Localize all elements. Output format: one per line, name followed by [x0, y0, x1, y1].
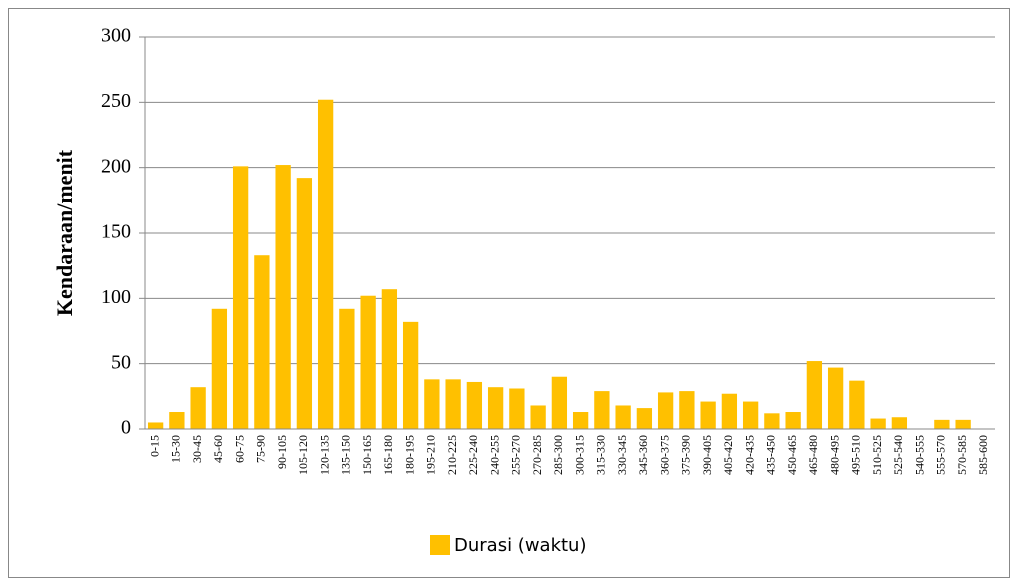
- y-tick-label: 200: [101, 155, 131, 177]
- bar: [551, 376, 568, 429]
- bar: [487, 387, 504, 429]
- legend-label: Durasi (waktu): [454, 535, 587, 556]
- bar: [679, 391, 695, 429]
- x-tick-label: 450-465: [785, 435, 799, 475]
- bar: [402, 321, 419, 429]
- y-tick-label: 300: [101, 25, 131, 47]
- bar: [955, 419, 971, 429]
- bar: [870, 418, 886, 429]
- x-tick-label: 165-180: [381, 435, 395, 475]
- x-tick-label: 330-345: [615, 435, 629, 475]
- x-tick-label: 405-420: [721, 435, 735, 475]
- x-tick-label: 30-45: [190, 435, 204, 463]
- x-tick-label: 540-555: [912, 435, 926, 475]
- bar: [615, 405, 631, 429]
- x-tick-label: 420-435: [742, 435, 756, 475]
- bar: [424, 379, 440, 429]
- y-tick-label: 100: [101, 286, 131, 308]
- x-tick-label: 465-480: [806, 435, 820, 475]
- chart-border: [8, 8, 1010, 578]
- bar: [891, 417, 908, 429]
- y-tick-label: 50: [111, 351, 131, 373]
- x-tick-label: 90-105: [275, 435, 289, 469]
- bar: [509, 388, 525, 429]
- x-tick-label: 435-450: [764, 435, 778, 475]
- x-tick-label: 345-360: [636, 435, 650, 475]
- bar: [169, 412, 185, 429]
- x-tick-label: 270-285: [530, 435, 544, 475]
- bar: [785, 412, 801, 429]
- bar: [381, 289, 398, 429]
- bar: [764, 413, 780, 429]
- legend-swatch: [430, 535, 450, 555]
- bar: [827, 367, 844, 429]
- x-tick-label: 480-495: [827, 435, 841, 475]
- x-tick-label: 195-210: [424, 435, 438, 475]
- bar: [466, 381, 483, 429]
- bar: [147, 422, 164, 429]
- x-tick-label: 495-510: [849, 435, 863, 475]
- bar: [742, 401, 759, 429]
- bar: [572, 412, 589, 429]
- bar: [445, 379, 461, 429]
- bar: [594, 391, 610, 429]
- x-tick-label: 375-390: [679, 435, 693, 475]
- x-tick-label: 300-315: [572, 435, 586, 475]
- x-tick-label: 315-330: [594, 435, 608, 475]
- bar: [211, 308, 228, 429]
- x-tick-label: 225-240: [466, 435, 480, 475]
- bar: [360, 295, 376, 429]
- bar: [657, 392, 674, 429]
- x-tick-label: 570-585: [955, 435, 969, 475]
- bar: [530, 405, 546, 429]
- bar: [849, 380, 865, 429]
- bar: [232, 166, 249, 430]
- x-tick-label: 360-375: [657, 435, 671, 475]
- bar: [806, 361, 823, 429]
- bar: [700, 401, 716, 429]
- x-tick-label: 585-600: [976, 435, 990, 475]
- x-tick-label: 555-570: [934, 435, 948, 475]
- bar: [934, 419, 950, 429]
- y-tick-label: 150: [101, 221, 131, 243]
- x-tick-label: 120-135: [317, 435, 331, 475]
- y-axis-title: Kendaraan/menit: [52, 149, 77, 316]
- x-tick-label: 150-165: [360, 435, 374, 475]
- bar: [636, 408, 653, 429]
- x-tick-label: 0-15: [147, 435, 161, 457]
- x-tick-label: 255-270: [509, 435, 523, 475]
- x-tick-label: 135-150: [339, 435, 353, 475]
- x-tick-label: 285-300: [551, 435, 565, 475]
- x-tick-label: 60-75: [232, 435, 246, 463]
- x-tick-label: 180-195: [402, 435, 416, 475]
- x-tick-label: 105-120: [296, 435, 310, 475]
- y-tick-label: 250: [101, 90, 131, 112]
- bar: [721, 393, 738, 429]
- x-tick-label: 45-60: [211, 435, 225, 463]
- bar: [296, 178, 313, 429]
- x-tick-label: 210-225: [445, 435, 459, 475]
- x-tick-label: 240-255: [487, 435, 501, 475]
- x-tick-label: 510-525: [870, 435, 884, 475]
- bar: [254, 255, 270, 429]
- bar: [339, 308, 355, 429]
- x-tick-label: 75-90: [254, 435, 268, 463]
- bar: [190, 387, 206, 429]
- x-tick-label: 15-30: [169, 435, 183, 463]
- x-tick-label: 390-405: [700, 435, 714, 475]
- y-tick-label: 0: [121, 417, 131, 439]
- bar: [275, 165, 291, 429]
- x-tick-label: 525-540: [891, 435, 905, 475]
- bar: [317, 99, 334, 429]
